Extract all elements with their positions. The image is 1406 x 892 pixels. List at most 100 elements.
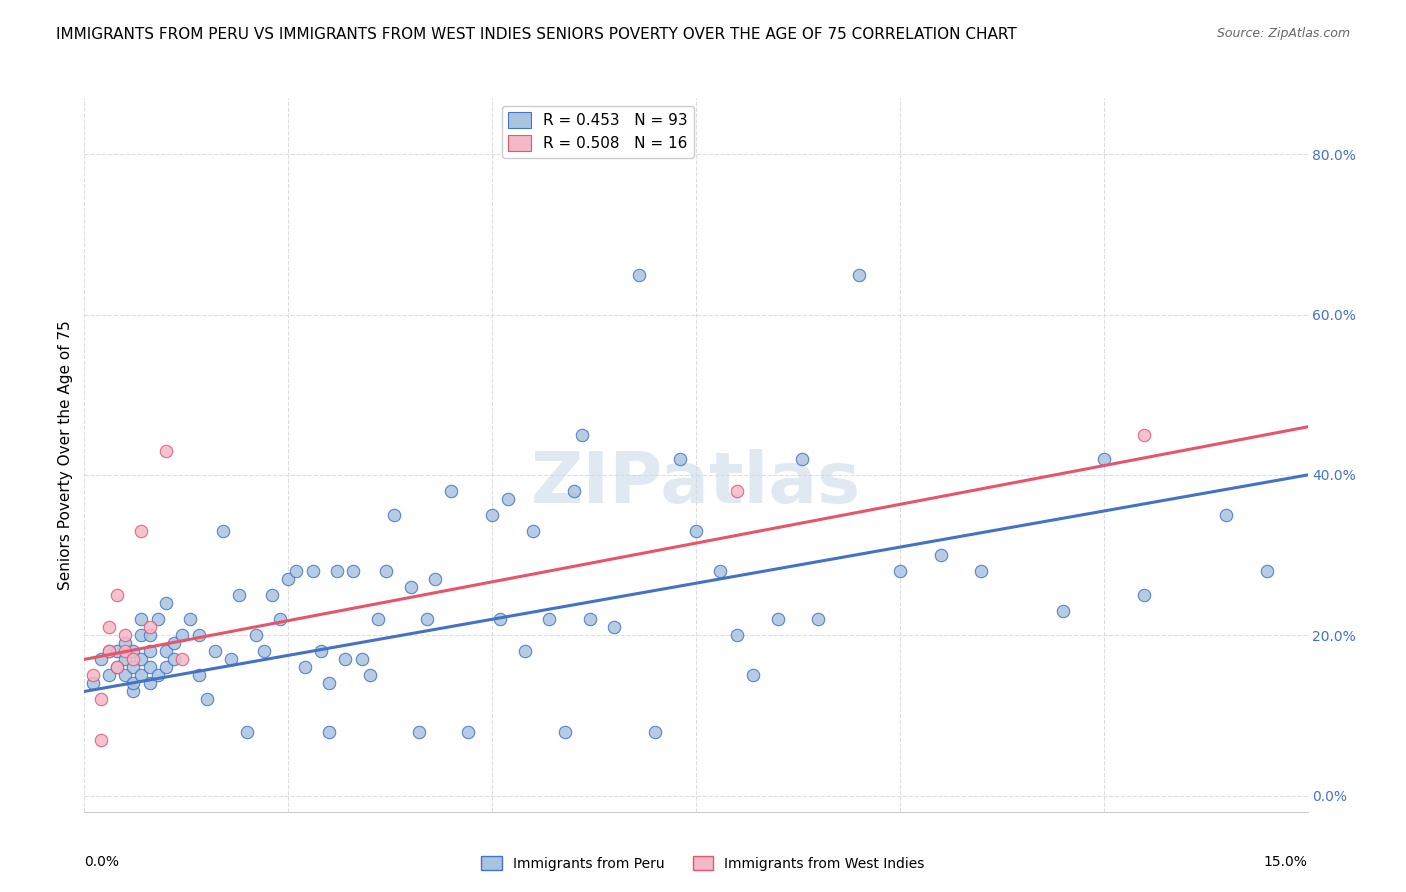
- Point: [367, 612, 389, 626]
- Point: [725, 483, 748, 498]
- Point: [122, 660, 145, 674]
- Point: [725, 628, 748, 642]
- Point: [236, 724, 259, 739]
- Point: [579, 612, 602, 626]
- Point: [1256, 564, 1278, 578]
- Point: [253, 644, 276, 658]
- Point: [245, 628, 267, 642]
- Point: [382, 508, 405, 522]
- Point: [970, 564, 993, 578]
- Legend: Immigrants from Peru, Immigrants from West Indies: Immigrants from Peru, Immigrants from We…: [475, 850, 931, 876]
- Point: [644, 724, 666, 739]
- Point: [375, 564, 398, 578]
- Point: [155, 444, 177, 458]
- Point: [1133, 428, 1156, 442]
- Point: [131, 628, 153, 642]
- Point: [138, 620, 160, 634]
- Point: [114, 644, 136, 658]
- Point: [105, 660, 128, 674]
- Point: [131, 652, 153, 666]
- Point: [668, 451, 690, 466]
- Point: [131, 668, 153, 682]
- Point: [301, 564, 323, 578]
- Point: [122, 644, 145, 658]
- Point: [105, 588, 128, 602]
- Legend: R = 0.453   N = 93, R = 0.508   N = 16: R = 0.453 N = 93, R = 0.508 N = 16: [502, 106, 695, 158]
- Point: [359, 668, 381, 682]
- Point: [742, 668, 765, 682]
- Point: [146, 668, 169, 682]
- Point: [131, 612, 153, 626]
- Point: [889, 564, 911, 578]
- Text: 15.0%: 15.0%: [1264, 855, 1308, 869]
- Point: [204, 644, 226, 658]
- Point: [82, 676, 104, 690]
- Point: [122, 684, 145, 698]
- Point: [155, 596, 177, 610]
- Point: [269, 612, 291, 626]
- Point: [350, 652, 373, 666]
- Point: [90, 732, 112, 747]
- Point: [163, 636, 186, 650]
- Point: [155, 644, 177, 658]
- Point: [97, 668, 120, 682]
- Point: [399, 580, 422, 594]
- Point: [97, 644, 120, 658]
- Point: [82, 668, 104, 682]
- Point: [138, 676, 160, 690]
- Point: [318, 676, 340, 690]
- Point: [766, 612, 789, 626]
- Point: [212, 524, 235, 538]
- Point: [155, 660, 177, 674]
- Point: [260, 588, 283, 602]
- Point: [163, 652, 186, 666]
- Point: [709, 564, 731, 578]
- Point: [1052, 604, 1074, 618]
- Point: [929, 548, 952, 562]
- Point: [105, 644, 128, 658]
- Point: [1215, 508, 1237, 522]
- Y-axis label: Seniors Poverty Over the Age of 75: Seniors Poverty Over the Age of 75: [58, 320, 73, 590]
- Point: [423, 572, 446, 586]
- Point: [309, 644, 332, 658]
- Point: [627, 268, 650, 282]
- Point: [603, 620, 626, 634]
- Point: [440, 483, 463, 498]
- Point: [90, 692, 112, 706]
- Point: [790, 451, 813, 466]
- Point: [114, 652, 136, 666]
- Point: [146, 612, 169, 626]
- Point: [172, 652, 194, 666]
- Point: [219, 652, 242, 666]
- Point: [685, 524, 707, 538]
- Point: [457, 724, 479, 739]
- Point: [416, 612, 439, 626]
- Point: [138, 660, 160, 674]
- Text: Source: ZipAtlas.com: Source: ZipAtlas.com: [1216, 27, 1350, 40]
- Text: IMMIGRANTS FROM PERU VS IMMIGRANTS FROM WEST INDIES SENIORS POVERTY OVER THE AGE: IMMIGRANTS FROM PERU VS IMMIGRANTS FROM …: [56, 27, 1017, 42]
- Point: [122, 652, 145, 666]
- Point: [114, 636, 136, 650]
- Point: [498, 491, 520, 506]
- Point: [335, 652, 357, 666]
- Point: [114, 628, 136, 642]
- Point: [1092, 451, 1115, 466]
- Point: [277, 572, 299, 586]
- Point: [228, 588, 250, 602]
- Point: [522, 524, 544, 538]
- Point: [571, 428, 593, 442]
- Point: [342, 564, 364, 578]
- Point: [97, 644, 120, 658]
- Point: [318, 724, 340, 739]
- Text: ZIPatlas: ZIPatlas: [531, 449, 860, 518]
- Point: [554, 724, 576, 739]
- Point: [131, 524, 153, 538]
- Point: [848, 268, 870, 282]
- Point: [294, 660, 316, 674]
- Point: [326, 564, 349, 578]
- Point: [1133, 588, 1156, 602]
- Point: [195, 692, 218, 706]
- Point: [97, 620, 120, 634]
- Point: [187, 668, 209, 682]
- Point: [172, 628, 194, 642]
